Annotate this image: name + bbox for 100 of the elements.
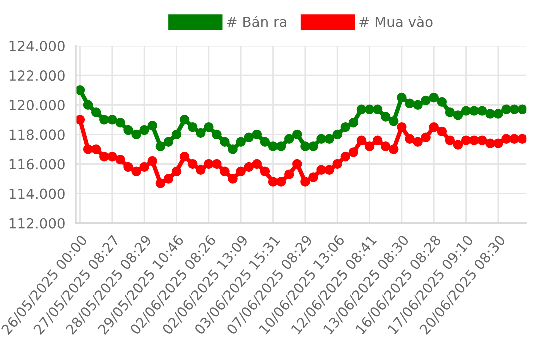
point [100,152,110,162]
point [116,118,126,128]
point [316,134,326,144]
point [76,115,86,125]
point [486,138,496,148]
point [124,125,134,136]
point [76,86,86,96]
point [252,130,262,140]
point [518,134,527,144]
point [260,137,270,147]
y-tick-label: 122.000 [10,70,65,82]
point [268,177,278,187]
point [132,130,142,140]
point [180,115,190,125]
point [100,115,110,125]
point [389,116,399,126]
point [284,134,294,144]
point [429,122,439,132]
point [196,128,206,138]
point [83,100,94,110]
legend-label: # Mua vào [360,16,433,28]
point [148,156,158,166]
point [292,159,302,170]
point [244,162,254,172]
point [188,159,198,170]
point [244,132,254,143]
y-tick-label: 116.000 [10,159,65,170]
point [494,138,504,148]
point [220,166,230,176]
point [413,100,423,110]
point [405,134,415,144]
point [332,130,342,140]
point [397,92,407,103]
point [380,142,391,152]
point [316,165,326,176]
y-tick-label: 120.000 [10,100,65,111]
point [453,140,464,150]
point [228,144,238,154]
point [445,136,456,146]
point [308,172,318,182]
point [324,165,334,176]
point [437,97,448,108]
point [453,110,464,120]
point [292,130,302,140]
point [156,142,166,152]
point [116,154,126,165]
point [421,96,431,106]
point [324,134,334,144]
point [212,159,222,170]
point [340,122,351,132]
point [364,104,375,114]
point [421,132,431,143]
point [108,115,118,125]
point [372,104,383,114]
point [124,162,134,172]
point [469,136,480,146]
point [83,144,94,154]
point [156,178,166,188]
point [413,137,423,147]
point [236,166,246,176]
point [372,136,383,146]
point [132,166,142,176]
point [204,122,214,132]
point [478,136,488,146]
point [108,152,118,162]
point [91,144,102,154]
point [91,108,102,118]
point [204,159,214,170]
point [486,109,496,119]
point [308,142,318,152]
point [397,122,407,132]
point [389,144,399,154]
point [276,177,286,187]
point [172,130,182,140]
point [332,159,342,170]
point [469,106,480,116]
point [164,174,174,184]
point [236,137,246,147]
point [180,152,190,162]
point [228,174,238,184]
point [348,148,359,158]
point [518,104,527,114]
point [478,106,488,116]
point [364,142,375,152]
point [510,104,520,114]
point [356,104,367,114]
y-tick-label: 112.000 [10,218,65,229]
y-tick-label: 114.000 [10,188,65,200]
point [276,142,286,152]
point [284,170,294,180]
point [140,162,150,172]
point [510,134,520,144]
y-tick-label: 124.000 [10,41,65,52]
point [437,126,448,137]
point [300,142,310,152]
point [348,118,359,128]
point [196,165,206,176]
point [260,166,270,176]
y-tick-label: 118.000 [10,130,65,140]
point [502,134,512,144]
